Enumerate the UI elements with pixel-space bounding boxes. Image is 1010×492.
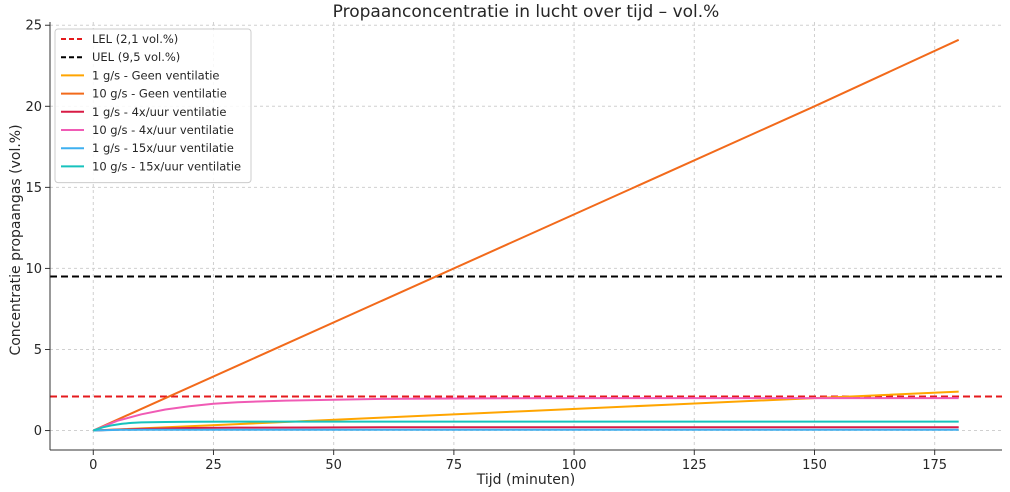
y-ticks: 0 5 10 15 20 25 <box>25 19 50 439</box>
y-tick-label: 0 <box>34 424 42 439</box>
y-tick-label: 5 <box>34 343 42 358</box>
series-line <box>92 420 959 432</box>
x-tick-label: 25 <box>205 458 222 473</box>
y-axis-label: Concentratie propaangas (vol.%) <box>8 124 24 355</box>
x-tick-label: 0 <box>89 458 97 473</box>
x-tick-label: 50 <box>325 458 342 473</box>
legend-label: 1 g/s - 4x/uur ventilatie <box>92 105 226 119</box>
x-axis-label: Tijd (minuten) <box>476 472 575 488</box>
x-tick-label: 75 <box>446 458 463 473</box>
legend-label: 1 g/s - 15x/uur ventilatie <box>92 141 234 155</box>
legend-label: UEL (9,5 vol.%) <box>92 50 180 64</box>
x-tick-label: 150 <box>802 458 827 473</box>
reference-lines <box>50 275 1002 398</box>
legend-label: 1 g/s - Geen ventilatie <box>92 68 220 82</box>
x-tick-label: 125 <box>682 458 707 473</box>
series-lines <box>92 38 960 432</box>
series-line <box>92 397 959 432</box>
legend-label: 10 g/s - 4x/uur ventilatie <box>92 123 234 137</box>
y-tick-label: 10 <box>25 262 42 277</box>
y-tick-label: 20 <box>25 100 42 115</box>
legend-box <box>54 28 252 184</box>
x-tick-label: 100 <box>562 458 587 473</box>
chart-title: Propaanconcentratie in lucht over tijd –… <box>333 2 720 22</box>
x-ticks: 0 25 50 75 100 125 150 175 <box>89 450 947 473</box>
legend-label: LEL (2,1 vol.%) <box>92 32 178 46</box>
x-tick-label: 175 <box>922 458 947 473</box>
legend-label: 10 g/s - 15x/uur ventilatie <box>92 159 241 173</box>
axes <box>49 22 1002 451</box>
y-tick-label: 25 <box>25 19 42 34</box>
series-line <box>92 38 960 432</box>
legend-label: 10 g/s - Geen ventilatie <box>92 87 227 101</box>
series-line <box>93 428 959 432</box>
legend: LEL (2,1 vol.%) UEL (9,5 vol.%) 1 g/s - Ge… <box>54 28 252 184</box>
y-tick-label: 15 <box>25 181 42 196</box>
